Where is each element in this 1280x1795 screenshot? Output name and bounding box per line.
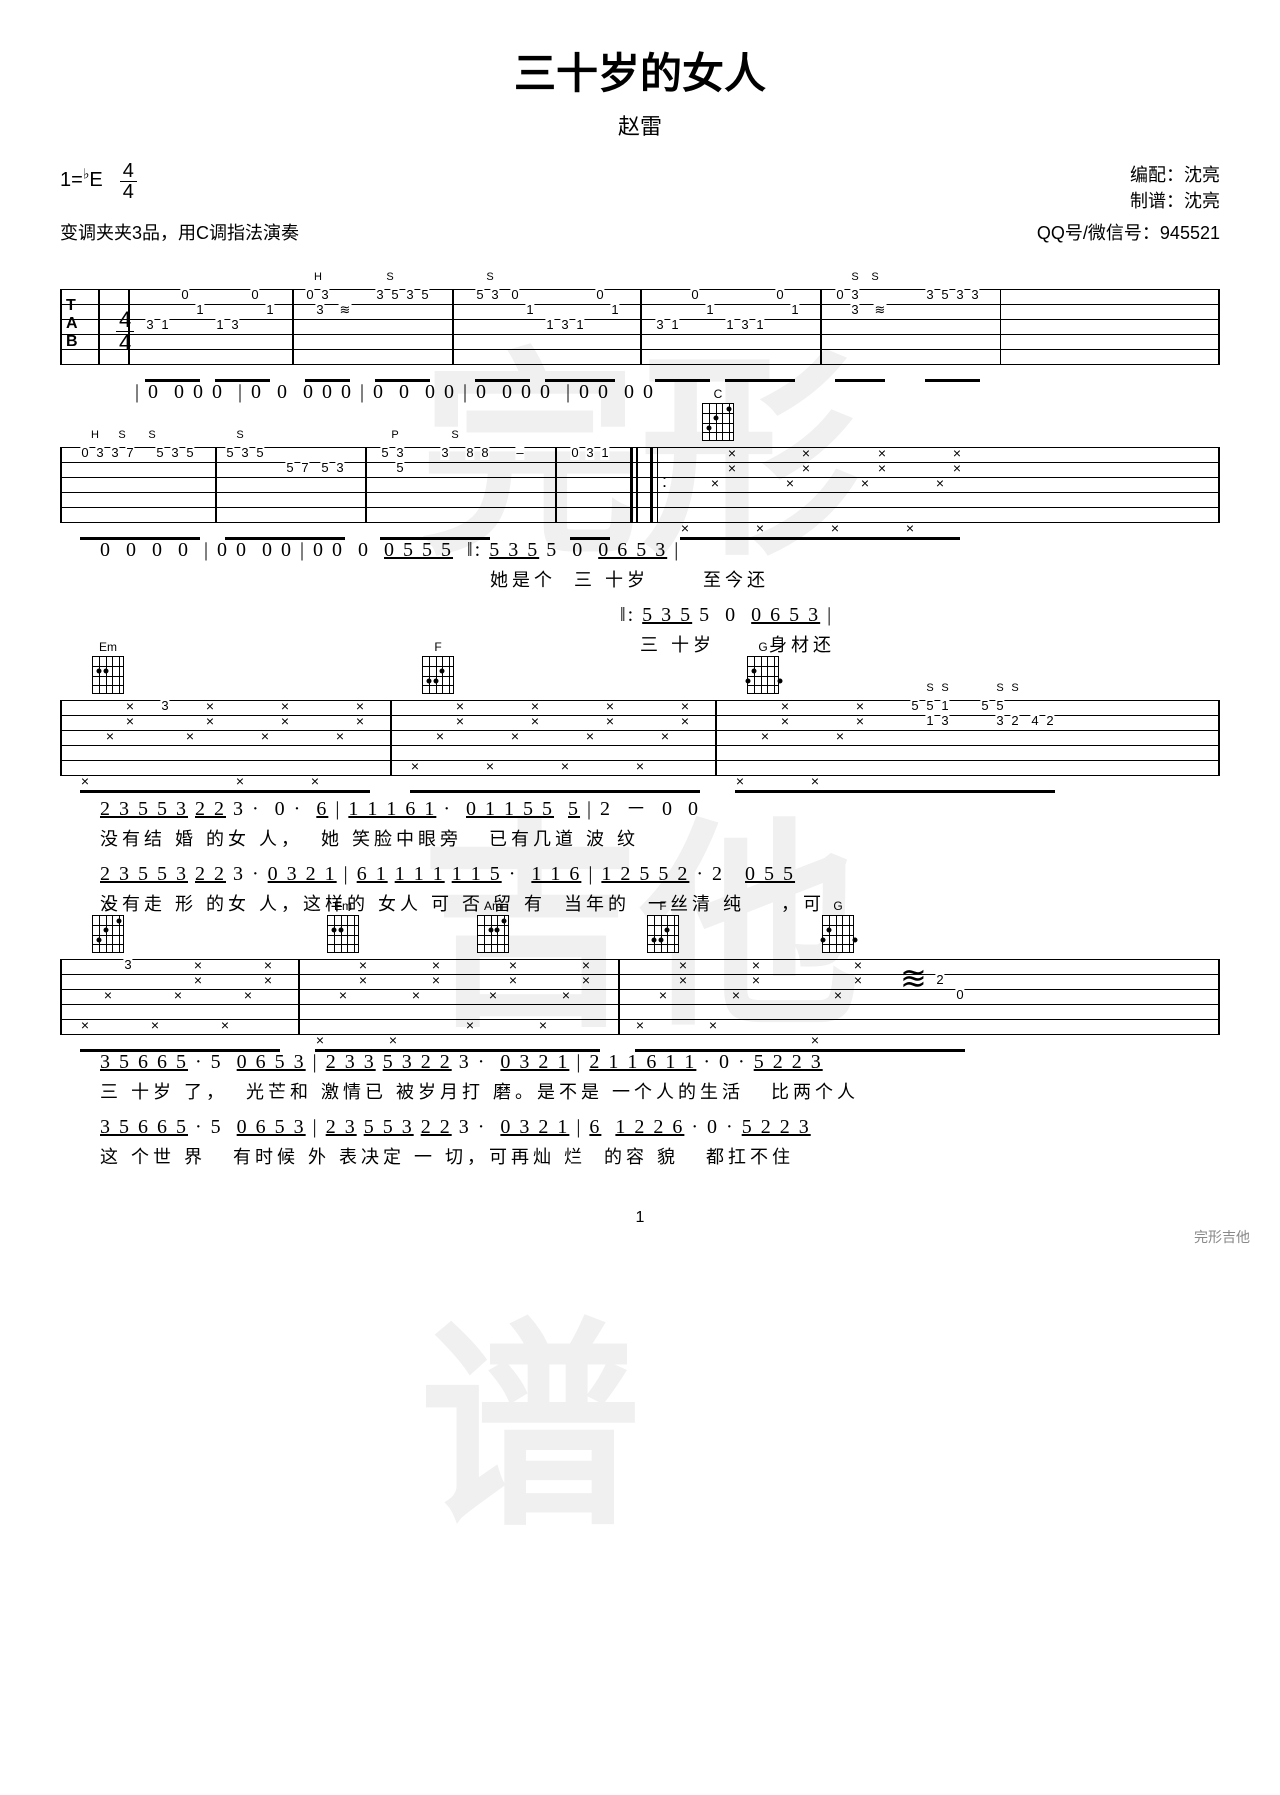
- song-title: 三十岁的女人: [60, 40, 1220, 101]
- lyrics-row-2a: 她是个 三 十岁 至今还: [60, 566, 1220, 592]
- watermark-3: 谱: [420, 1250, 640, 1568]
- jianpu-row-4b: 3 5 6 6 5 · 5 0 6 5 3 | 2 3 5 5 3 2 2 3 …: [60, 1116, 1220, 1139]
- chord-label-g2: G: [820, 899, 856, 913]
- lyrics-row-4b: 这 个世 界 有时候 外 表决定 一 切，可再灿 烂 的容 貌 都扛不住: [60, 1143, 1220, 1169]
- tab-staff-1: TAB 44 31 01 13 01 H 03 3 ≋ S 35 35: [60, 281, 1220, 404]
- chord-label-am: Am: [475, 899, 511, 913]
- footer-watermark: 完形吉他: [1194, 1227, 1250, 1247]
- page-number: 1: [60, 1209, 1220, 1227]
- chord-label-f2: F: [645, 899, 681, 913]
- lyrics-row-2b: 三 十岁 身材还: [60, 631, 1220, 657]
- arranger-credit: 编配：沈亮: [1130, 161, 1220, 187]
- lyrics-row-4a: 三 十岁 了， 光芒和 激情已 被岁月打 磨。是不是 一个人的生活 比两个人: [60, 1078, 1220, 1104]
- jianpu-row-2: 0 0 0 0 | 0 0 0 0 | 0 0 0 0 5 5 5 ‖: 5 3…: [60, 539, 1220, 562]
- jianpu-row-3b: 2 3 5 5 3 2 2 3 · 0 3 2 1 | 6 1 1 1 1 1 …: [60, 863, 1220, 886]
- jianpu-row-4a: 3 5 6 6 5 · 5 0 6 5 3 | 2 3 3 5 3 2 2 3 …: [60, 1051, 1220, 1074]
- contact-info: QQ号/微信号：945521: [1037, 219, 1220, 275]
- chord-label-g: G: [745, 640, 781, 654]
- tab-staff-3: Em × ××× 3 ××× × ××× × ××× F: [60, 692, 1220, 916]
- jianpu-row-3a: 2 3 5 5 3 2 2 3 · 0 · 6 | 1 1 1 6 1 · 0 …: [60, 792, 1220, 821]
- chord-diagram-g: [747, 656, 779, 694]
- chord-label-em: Em: [90, 640, 126, 654]
- tab-staff-4: C ××3 ×××× ×××× Em ×××× ×××× Am ××××: [60, 951, 1220, 1169]
- jianpu-row-1: | 0 0 0 0 | 0 0 0 0 0 | 0 0 0 0 | 0 0 0 …: [60, 381, 1220, 404]
- chord-label-c2: C: [90, 899, 126, 913]
- chord-label-em2: Em: [325, 899, 361, 913]
- lyrics-row-3a: 没有结 婚 的女 人， 她 笑脸中眼旁 已有几道 波 纹: [60, 825, 1220, 851]
- capo-instruction: 变调夹夹3品，用C调指法演奏: [60, 219, 299, 245]
- chord-diagram-c: [702, 403, 734, 441]
- artist-name: 赵雷: [60, 109, 1220, 141]
- transcriber-credit: 制谱：沈亮: [1130, 187, 1220, 213]
- tab-staff-2: H 03 S 37 S 535 S 535 57 53 P 53 5 S 388…: [60, 439, 1220, 657]
- lyrics-row-3b: 没有走 形 的女 人，这样的 女人 可 否 留 有 当年的 一丝清 纯 ，可: [60, 890, 1220, 916]
- chord-label-c: C: [700, 387, 736, 401]
- chord-diagram-f: [422, 656, 454, 694]
- chord-diagram-em: [92, 656, 124, 694]
- jianpu-row-2b: ‖: 5 3 5 5 0 0 6 5 3 |: [60, 604, 1220, 627]
- key-signature: 1=♭E 44: [60, 161, 137, 213]
- chord-label-f: F: [420, 640, 456, 654]
